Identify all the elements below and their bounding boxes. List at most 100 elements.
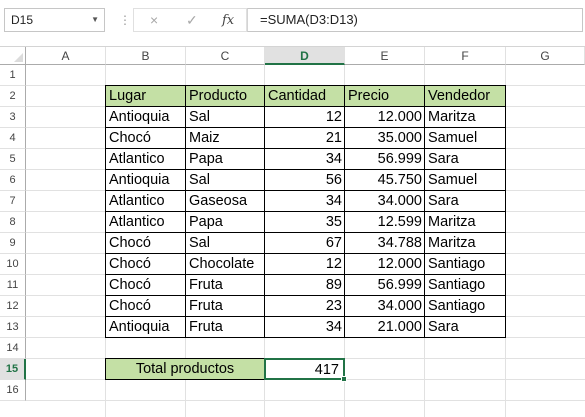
- cancel-icon[interactable]: ×: [150, 12, 159, 28]
- table-cell[interactable]: Santiago: [428, 277, 486, 293]
- drag-handle-icon[interactable]: ⋮: [119, 13, 131, 27]
- table-cell[interactable]: Sal: [189, 109, 210, 125]
- table-cell[interactable]: Santiago: [428, 298, 486, 314]
- row-header-12[interactable]: 12: [0, 296, 26, 317]
- worksheet-grid[interactable]: Lugar Producto Cantidad Precio Vendedor Antio…: [26, 65, 585, 417]
- table-cell[interactable]: Papa: [189, 151, 223, 167]
- table-header-cell[interactable]: Cantidad: [265, 86, 345, 107]
- row-header-6[interactable]: 6: [0, 170, 26, 191]
- table-cell[interactable]: 67: [325, 235, 342, 251]
- table-cell[interactable]: Sara: [428, 151, 459, 167]
- column-header-c[interactable]: C: [186, 47, 265, 65]
- table-cell[interactable]: Antioquia: [109, 319, 170, 335]
- table-cell[interactable]: Sal: [189, 172, 210, 188]
- row-header-10[interactable]: 10: [0, 254, 26, 275]
- table-cell[interactable]: Atlantico: [109, 151, 165, 167]
- total-label-cell[interactable]: Total productos: [105, 358, 265, 380]
- table-border: [264, 85, 265, 338]
- row-header-9[interactable]: 9: [0, 233, 26, 254]
- table-cell[interactable]: Chocó: [109, 235, 151, 251]
- table-cell[interactable]: 34: [325, 319, 342, 335]
- selected-total-cell[interactable]: 417: [264, 358, 345, 380]
- table-cell[interactable]: Chocolate: [189, 256, 255, 272]
- insert-function-icon[interactable]: fx: [222, 13, 235, 28]
- table-cell[interactable]: Samuel: [428, 130, 478, 146]
- table-border: [105, 148, 506, 149]
- table-cell[interactable]: 89: [325, 277, 342, 293]
- table-cell[interactable]: 34.000: [377, 193, 422, 209]
- table-cell[interactable]: 35: [325, 214, 342, 230]
- row-header-4[interactable]: 4: [0, 128, 26, 149]
- table-cell[interactable]: 12: [325, 256, 342, 272]
- table-cell[interactable]: 45.750: [377, 172, 422, 188]
- table-border: [105, 85, 106, 338]
- table-cell[interactable]: 12: [325, 109, 342, 125]
- column-header-d[interactable]: D: [265, 47, 345, 65]
- table-cell[interactable]: 21.000: [377, 319, 422, 335]
- table-cell[interactable]: Samuel: [428, 172, 478, 188]
- table-cell[interactable]: 35.000: [377, 130, 422, 146]
- table-cell[interactable]: Fruta: [189, 277, 223, 293]
- column-header-b[interactable]: B: [106, 47, 186, 65]
- table-border: [105, 232, 506, 233]
- column-header-e[interactable]: E: [345, 47, 425, 65]
- row-header-7[interactable]: 7: [0, 191, 26, 212]
- name-box[interactable]: D15 ▼: [4, 8, 105, 32]
- table-header-cell[interactable]: Producto: [186, 86, 265, 107]
- column-header-f[interactable]: F: [425, 47, 506, 65]
- table-cell[interactable]: Sara: [428, 319, 459, 335]
- table-cell[interactable]: 56.999: [377, 151, 422, 167]
- table-cell[interactable]: Antioquia: [109, 172, 170, 188]
- table-cell[interactable]: Maritza: [428, 214, 476, 230]
- table-header-cell[interactable]: Precio: [345, 86, 425, 107]
- row-header-16[interactable]: 16: [0, 380, 26, 401]
- table-cell[interactable]: Sal: [189, 235, 210, 251]
- table-cell[interactable]: Atlantico: [109, 193, 165, 209]
- column-header-a[interactable]: A: [26, 47, 106, 65]
- table-cell[interactable]: Antioquia: [109, 109, 170, 125]
- table-cell[interactable]: 34.000: [377, 298, 422, 314]
- table-header-cell[interactable]: Vendedor: [425, 86, 506, 107]
- table-cell[interactable]: Gaseosa: [189, 193, 248, 209]
- table-cell[interactable]: 34: [325, 151, 342, 167]
- table-cell[interactable]: Fruta: [189, 298, 223, 314]
- table-cell[interactable]: Papa: [189, 214, 223, 230]
- row-header-5[interactable]: 5: [0, 149, 26, 170]
- table-cell[interactable]: 12.000: [377, 256, 422, 272]
- table-cell[interactable]: Santiago: [428, 256, 486, 272]
- table-cell[interactable]: 23: [325, 298, 342, 314]
- table-cell[interactable]: Maritza: [428, 235, 476, 251]
- fill-handle[interactable]: [341, 376, 347, 382]
- table-cell[interactable]: Sara: [428, 193, 459, 209]
- table-cell[interactable]: Chocó: [109, 298, 151, 314]
- chevron-down-icon[interactable]: ▼: [91, 15, 99, 24]
- table-cell[interactable]: Maritza: [428, 109, 476, 125]
- table-cell[interactable]: Fruta: [189, 319, 223, 335]
- row-header-2[interactable]: 2: [0, 86, 26, 107]
- row-header-11[interactable]: 11: [0, 275, 26, 296]
- row-header-8[interactable]: 8: [0, 212, 26, 233]
- table-cell[interactable]: 34: [325, 193, 342, 209]
- table-cell[interactable]: 12.000: [377, 109, 422, 125]
- row-header-15[interactable]: 15: [0, 359, 26, 380]
- row-header-1[interactable]: 1: [0, 65, 26, 86]
- table-cell[interactable]: 34.788: [377, 235, 422, 251]
- table-cell[interactable]: Chocó: [109, 130, 151, 146]
- table-cell[interactable]: 12.599: [377, 214, 422, 230]
- formula-input[interactable]: =SUMA(D3:D13): [247, 8, 583, 32]
- row-header-14[interactable]: 14: [0, 338, 26, 359]
- table-border: [105, 337, 506, 338]
- table-cell[interactable]: 56: [325, 172, 342, 188]
- column-header-g[interactable]: G: [506, 47, 585, 65]
- enter-icon[interactable]: ✓: [186, 12, 198, 28]
- table-cell[interactable]: 21: [325, 130, 342, 146]
- table-cell[interactable]: Chocó: [109, 277, 151, 293]
- select-all-button[interactable]: [0, 47, 26, 65]
- table-cell[interactable]: 56.999: [377, 277, 422, 293]
- table-header-cell[interactable]: Lugar: [106, 86, 186, 107]
- table-cell[interactable]: Atlantico: [109, 214, 165, 230]
- row-header-3[interactable]: 3: [0, 107, 26, 128]
- row-header-13[interactable]: 13: [0, 317, 26, 338]
- table-cell[interactable]: Maiz: [189, 130, 220, 146]
- table-cell[interactable]: Chocó: [109, 256, 151, 272]
